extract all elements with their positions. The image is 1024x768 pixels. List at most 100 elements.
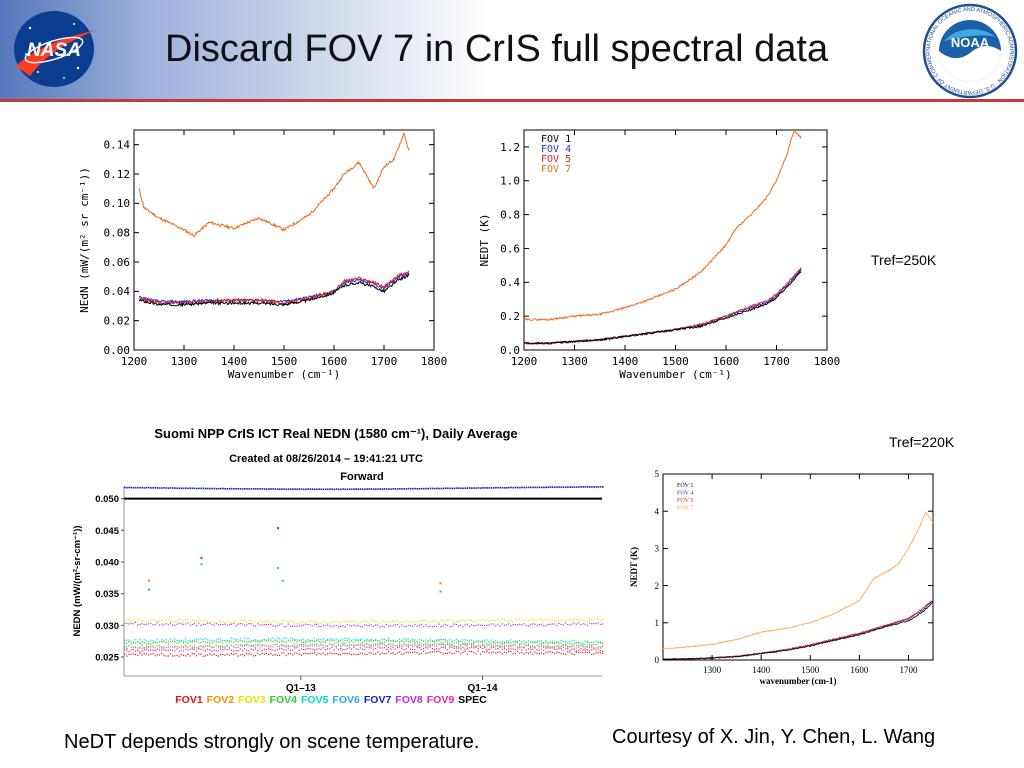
noaa-logo-icon: NATIONAL OCEANIC AND ATMOSPHERIC ADMINIS… (922, 3, 1018, 99)
series-fov4 (124, 639, 604, 646)
nedt-220-chart: 1300 1400 1500 1600 1700 0 1 2 3 4 5 wavenumber (cm… (625, 466, 945, 706)
legend-entry: FOV 7 (541, 164, 571, 175)
legend-entry: FOV 5 (541, 154, 571, 165)
x-tick-label: 1200 (511, 355, 538, 368)
x-tick-label: 1400 (752, 665, 771, 675)
spike-point (276, 567, 279, 570)
x-tick-label: Q1–13 (286, 683, 316, 694)
x-tick-label: 1500 (271, 355, 298, 368)
tref-250-label: Tref=250K (871, 252, 937, 268)
y-axis-label: NEDT (K) (478, 214, 491, 267)
ict-nedn-chart-svg: Suomi NPP CrIS ICT Real NEDN (1580 cm⁻¹)… (72, 426, 604, 706)
nedt-250-chart-svg: 1200 1300 1400 1500 1600 1700 1800 0.0 0.2 0.4 0.6… (478, 128, 840, 381)
x-tick-label: 1700 (371, 355, 398, 368)
x-tick-label: 1600 (713, 355, 740, 368)
y-tick-label: 3 (655, 544, 660, 554)
slide-title: Discard FOV 7 in CrIS full spectral data (165, 28, 829, 70)
series-line-2 (139, 270, 410, 305)
y-axis-label: NEDN (mW/(m²-sr-cm⁻¹)) (72, 525, 83, 636)
y-tick-label: 1.2 (500, 141, 520, 154)
caption-left: NeDT depends strongly on scene temperatu… (64, 731, 480, 753)
x-tick-label: 1800 (421, 355, 448, 368)
x-tick-label: 1300 (171, 355, 198, 368)
x-tick-label: 1600 (850, 665, 869, 675)
nedt-220-chart-svg: 1300 1400 1500 1600 1700 0 1 2 3 4 5 wavenumber (cm… (629, 469, 934, 686)
y-tick-label: 0.12 (104, 168, 131, 181)
spike-point (147, 579, 150, 582)
x-tick-label: 1500 (662, 355, 689, 368)
x-tick-label: 1700 (763, 355, 790, 368)
y-tick-label: 0.06 (104, 256, 131, 269)
plot-area (662, 473, 934, 661)
legend-entry-fov1: FOV1 (175, 694, 203, 706)
x-axis-label: Wavenumber (cm⁻¹) (619, 368, 732, 381)
nasa-logo-text: NASA (27, 40, 81, 61)
caption-right: Courtesy of X. Jin, Y. Chen, L. Wang (612, 726, 936, 748)
y-tick-label: 0.14 (104, 139, 131, 152)
spike-point (147, 588, 150, 591)
nedn-chart-svg: 1200 1300 1400 1500 1600 1700 1800 0.00 0.02 0.04… (78, 129, 448, 381)
y-tick-label: 0.04 (104, 285, 131, 298)
spike-point (439, 582, 442, 585)
series-line-fov7 (523, 128, 802, 322)
legend-entry: FOV 4 (541, 144, 571, 155)
series-line-0 (138, 131, 410, 238)
fov-legend: FOV1 FOV2 FOV3 FOV4 FOV5 FOV6 FOV7 FOV8 FOV9 SPEC (175, 694, 487, 706)
legend-entry-fov5: FOV5 (301, 694, 329, 706)
y-tick-label: 0.10 (104, 197, 131, 210)
y-tick-label: 2 (655, 581, 660, 591)
header-divider (0, 99, 1024, 102)
series-fov2 (124, 643, 604, 649)
spike-point (281, 579, 284, 582)
legend-entry-fov6: FOV6 (332, 694, 360, 706)
nasa-logo-icon: NASA (14, 11, 96, 87)
y-tick-label: 1.0 (500, 175, 520, 188)
y-tick-label: 0.00 (104, 344, 131, 357)
y-tick-label: 0.4 (500, 276, 520, 289)
series-fov1 (124, 650, 604, 657)
series-line-1 (138, 271, 410, 305)
spike-point (276, 527, 279, 530)
y-tick-label: 0.0 (500, 344, 520, 357)
legend-entry: FOV 1 (541, 134, 571, 145)
x-tick-label: 1700 (899, 665, 918, 675)
legend-entry: FOV 1 (677, 483, 693, 489)
y-tick-label: 0 (655, 655, 660, 665)
spike-point (200, 563, 203, 566)
series-fov7 (124, 486, 604, 491)
chart-subtitle: Created at 08/26/2014 – 19:41:21 UTC (229, 453, 423, 465)
tref-220-label: Tref=220K (889, 434, 955, 450)
legend-entry-fov8: FOV8 (395, 694, 423, 706)
x-tick-label: 1200 (121, 355, 148, 368)
x-tick-label: 1600 (321, 355, 348, 368)
x-tick-label: 1400 (221, 355, 248, 368)
series-fov6 (124, 643, 604, 650)
x-tick-label: 1300 (703, 665, 722, 675)
y-tick-label: 0.02 (104, 315, 131, 328)
y-tick-label: 4 (655, 506, 660, 516)
x-axis-label: Wavenumber (cm⁻¹) (228, 368, 341, 381)
legend-entry-fov3: FOV3 (238, 694, 266, 706)
series-line-fov1 (523, 271, 802, 345)
legend-entry-fov9: FOV9 (427, 694, 455, 706)
series-line-fov4 (662, 600, 934, 661)
y-tick-label: 0.045 (95, 526, 119, 537)
series-fov3 (124, 618, 604, 624)
legend-entry-spec: SPEC (458, 694, 487, 706)
nedn-chart: 1200 1300 1400 1500 1600 1700 1800 0.00 0.02 0.04… (78, 122, 463, 397)
series-line-fov7 (662, 511, 934, 650)
spike-point (439, 590, 442, 593)
y-axis-label: NEDT (K) (629, 547, 639, 587)
y-tick-label: 0.8 (500, 208, 520, 221)
series-line-3 (138, 273, 410, 308)
y-tick-label: 1 (655, 618, 660, 628)
chart-title: Suomi NPP CrIS ICT Real NEDN (1580 cm⁻¹)… (154, 426, 517, 441)
series-fov9 (124, 646, 604, 653)
x-tick-label: 1400 (612, 355, 639, 368)
legend-entry-fov2: FOV2 (207, 694, 235, 706)
legend-entry-fov4: FOV4 (270, 694, 298, 706)
legend-entry: FOV 4 (677, 491, 693, 497)
x-axis-label: wavenumber (cm-1) (759, 676, 836, 686)
legend-entry: FOV 5 (677, 498, 693, 504)
y-tick-label: 0.2 (500, 310, 520, 323)
